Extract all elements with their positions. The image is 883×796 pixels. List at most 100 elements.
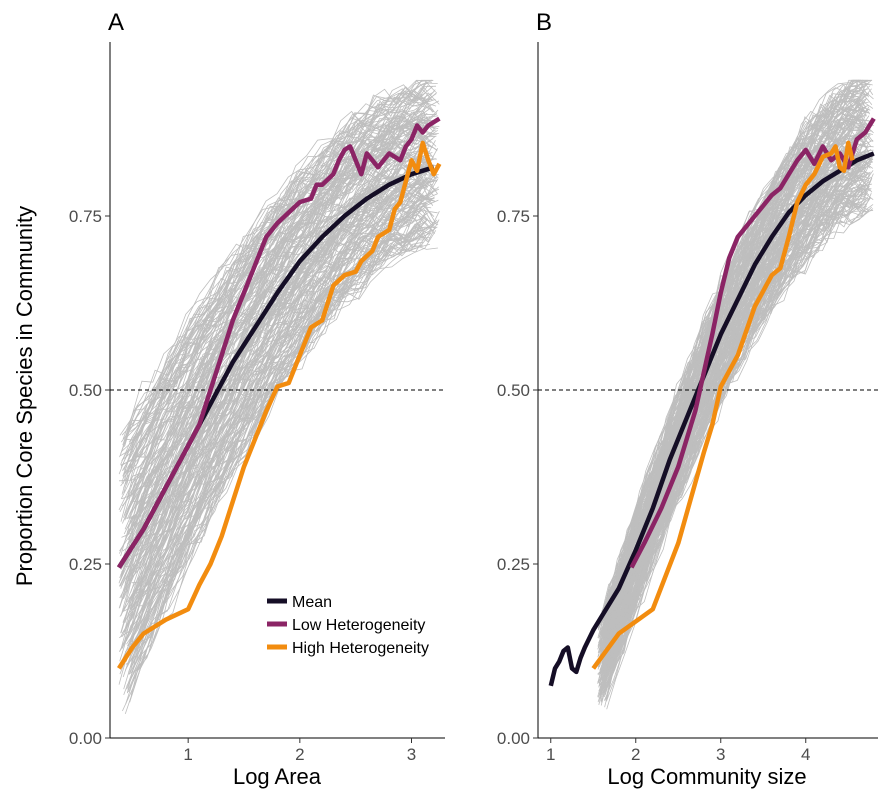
- ensemble-line: [605, 173, 874, 701]
- ensemble-line: [129, 124, 426, 531]
- panel-a-tag: A: [108, 9, 124, 36]
- panel-b: B 0.000.250.500.75 12345 Log Community s…: [497, 9, 878, 789]
- panel-b-y-ticks: 0.00 0.25 0.50 0.75: [497, 207, 538, 748]
- ensemble-line: [131, 117, 429, 484]
- ensemble-line: [129, 213, 428, 681]
- ensemble-line: [601, 79, 868, 630]
- panel-b-x-tick-label: 1: [546, 745, 555, 764]
- ensemble-line: [131, 150, 432, 528]
- panel-b-y-tick-label: 0.75: [497, 207, 530, 226]
- panel-a-y-ticks: 0.00 0.25 0.50 0.75: [69, 207, 110, 748]
- ensemble-line: [599, 175, 866, 668]
- ensemble-line: [130, 171, 437, 581]
- ensemble-line: [120, 222, 429, 637]
- ensemble-line: [131, 214, 435, 673]
- panel-b-y-tick-label: 0.00: [497, 729, 530, 748]
- ensemble-line: [126, 89, 437, 434]
- ensemble-line: [129, 187, 436, 612]
- panel-a-series-low-line: [117, 116, 441, 569]
- ensemble-line: [130, 176, 437, 593]
- ensemble-line: [603, 154, 874, 669]
- ensemble-line: [601, 191, 874, 696]
- panel-a-x-tick-label: 2: [295, 745, 304, 764]
- ensemble-line: [128, 221, 437, 675]
- ensemble-line: [602, 79, 872, 620]
- ensemble-line: [601, 101, 874, 615]
- ensemble-line: [131, 100, 429, 497]
- ensemble-line: [123, 179, 438, 611]
- ensemble-line: [121, 143, 433, 507]
- ensemble-line: [605, 147, 867, 688]
- ensemble-line: [120, 92, 438, 443]
- ensemble-line: [606, 206, 872, 702]
- y-axis-title: Proportion Core Species in Community: [12, 206, 37, 586]
- panel-b-x-tick-label: 3: [716, 745, 725, 764]
- panel-a-x-tick-label: 1: [183, 745, 192, 764]
- ensemble-line: [130, 119, 434, 502]
- ensemble-line: [121, 79, 433, 436]
- ensemble-line: [119, 79, 428, 436]
- ensemble-line: [121, 91, 434, 462]
- panel-b-y-tick-label: 0.25: [497, 555, 530, 574]
- ensemble-line: [599, 167, 863, 695]
- ensemble-line: [126, 158, 437, 533]
- ensemble-line: [121, 185, 429, 637]
- panel-b-tag: B: [536, 9, 552, 36]
- ensemble-line: [120, 121, 432, 467]
- ensemble-line: [601, 79, 869, 627]
- ensemble-line: [128, 207, 435, 673]
- ensemble-line: [600, 82, 873, 622]
- ensemble-line: [125, 86, 427, 439]
- panel-a-y-tick-label: 0.00: [69, 729, 102, 748]
- ensemble-line: [603, 106, 871, 638]
- panel-a-x-axis-title: Log Area: [233, 764, 322, 789]
- ensemble-line: [119, 193, 438, 668]
- ensemble-line: [127, 148, 426, 611]
- ensemble-line: [122, 91, 428, 440]
- legend-label-low: Low Heterogeneity: [292, 617, 425, 634]
- ensemble-line: [127, 219, 440, 647]
- ensemble-line: [598, 79, 872, 631]
- ensemble-line: [124, 102, 434, 442]
- ensemble-line: [129, 129, 438, 522]
- panel-b-x-ticks: 12345: [546, 738, 810, 764]
- ensemble-line: [600, 166, 863, 691]
- panel-a-x-ticks: 1 2 3: [183, 738, 416, 764]
- ensemble-line: [131, 180, 437, 643]
- ensemble-line: [604, 109, 870, 620]
- ensemble-line: [128, 183, 434, 599]
- panel-a-y-tick-label: 0.75: [69, 207, 102, 226]
- panel-b-x-tick-label: 4: [801, 745, 810, 764]
- panel-b-series-high-line: [591, 140, 855, 670]
- ensemble-line: [605, 180, 872, 682]
- ensemble-line: [129, 188, 440, 601]
- ensemble-line: [130, 98, 434, 444]
- panel-a-series-high-line: [117, 140, 442, 670]
- ensemble-line: [602, 85, 871, 626]
- panel-b-series-low-line: [629, 117, 876, 569]
- ensemble-line: [130, 225, 432, 696]
- ensemble-line: [129, 82, 432, 445]
- ensemble-line: [118, 186, 439, 609]
- legend: Mean Low Heterogeneity High Heterogeneit…: [267, 594, 429, 657]
- ensemble-line: [603, 158, 862, 694]
- ensemble-line: [126, 169, 437, 586]
- ensemble-line: [605, 92, 869, 609]
- panel-b-x-tick-label: 2: [631, 745, 640, 764]
- panel-b-x-axis-title: Log Community size: [607, 764, 806, 789]
- panel-a-x-tick-label: 3: [407, 745, 416, 764]
- ensemble-line: [129, 216, 424, 635]
- panel-b-series: [548, 117, 876, 687]
- panel-a-y-tick-label: 0.50: [69, 381, 102, 400]
- ensemble-line: [606, 165, 862, 669]
- ensemble-line: [605, 148, 869, 659]
- ensemble-line: [606, 153, 864, 680]
- panel-a-y-tick-label: 0.25: [69, 555, 102, 574]
- panel-a-series: [117, 116, 442, 670]
- ensemble-line: [601, 83, 871, 623]
- ensemble-line: [131, 210, 427, 666]
- legend-label-high: High Heterogeneity: [292, 640, 429, 657]
- panel-a: A 0.00 0.25 0.50 0.75 1 2 3 Log Area Mean Low…: [69, 9, 445, 789]
- ensemble-line: [128, 177, 432, 609]
